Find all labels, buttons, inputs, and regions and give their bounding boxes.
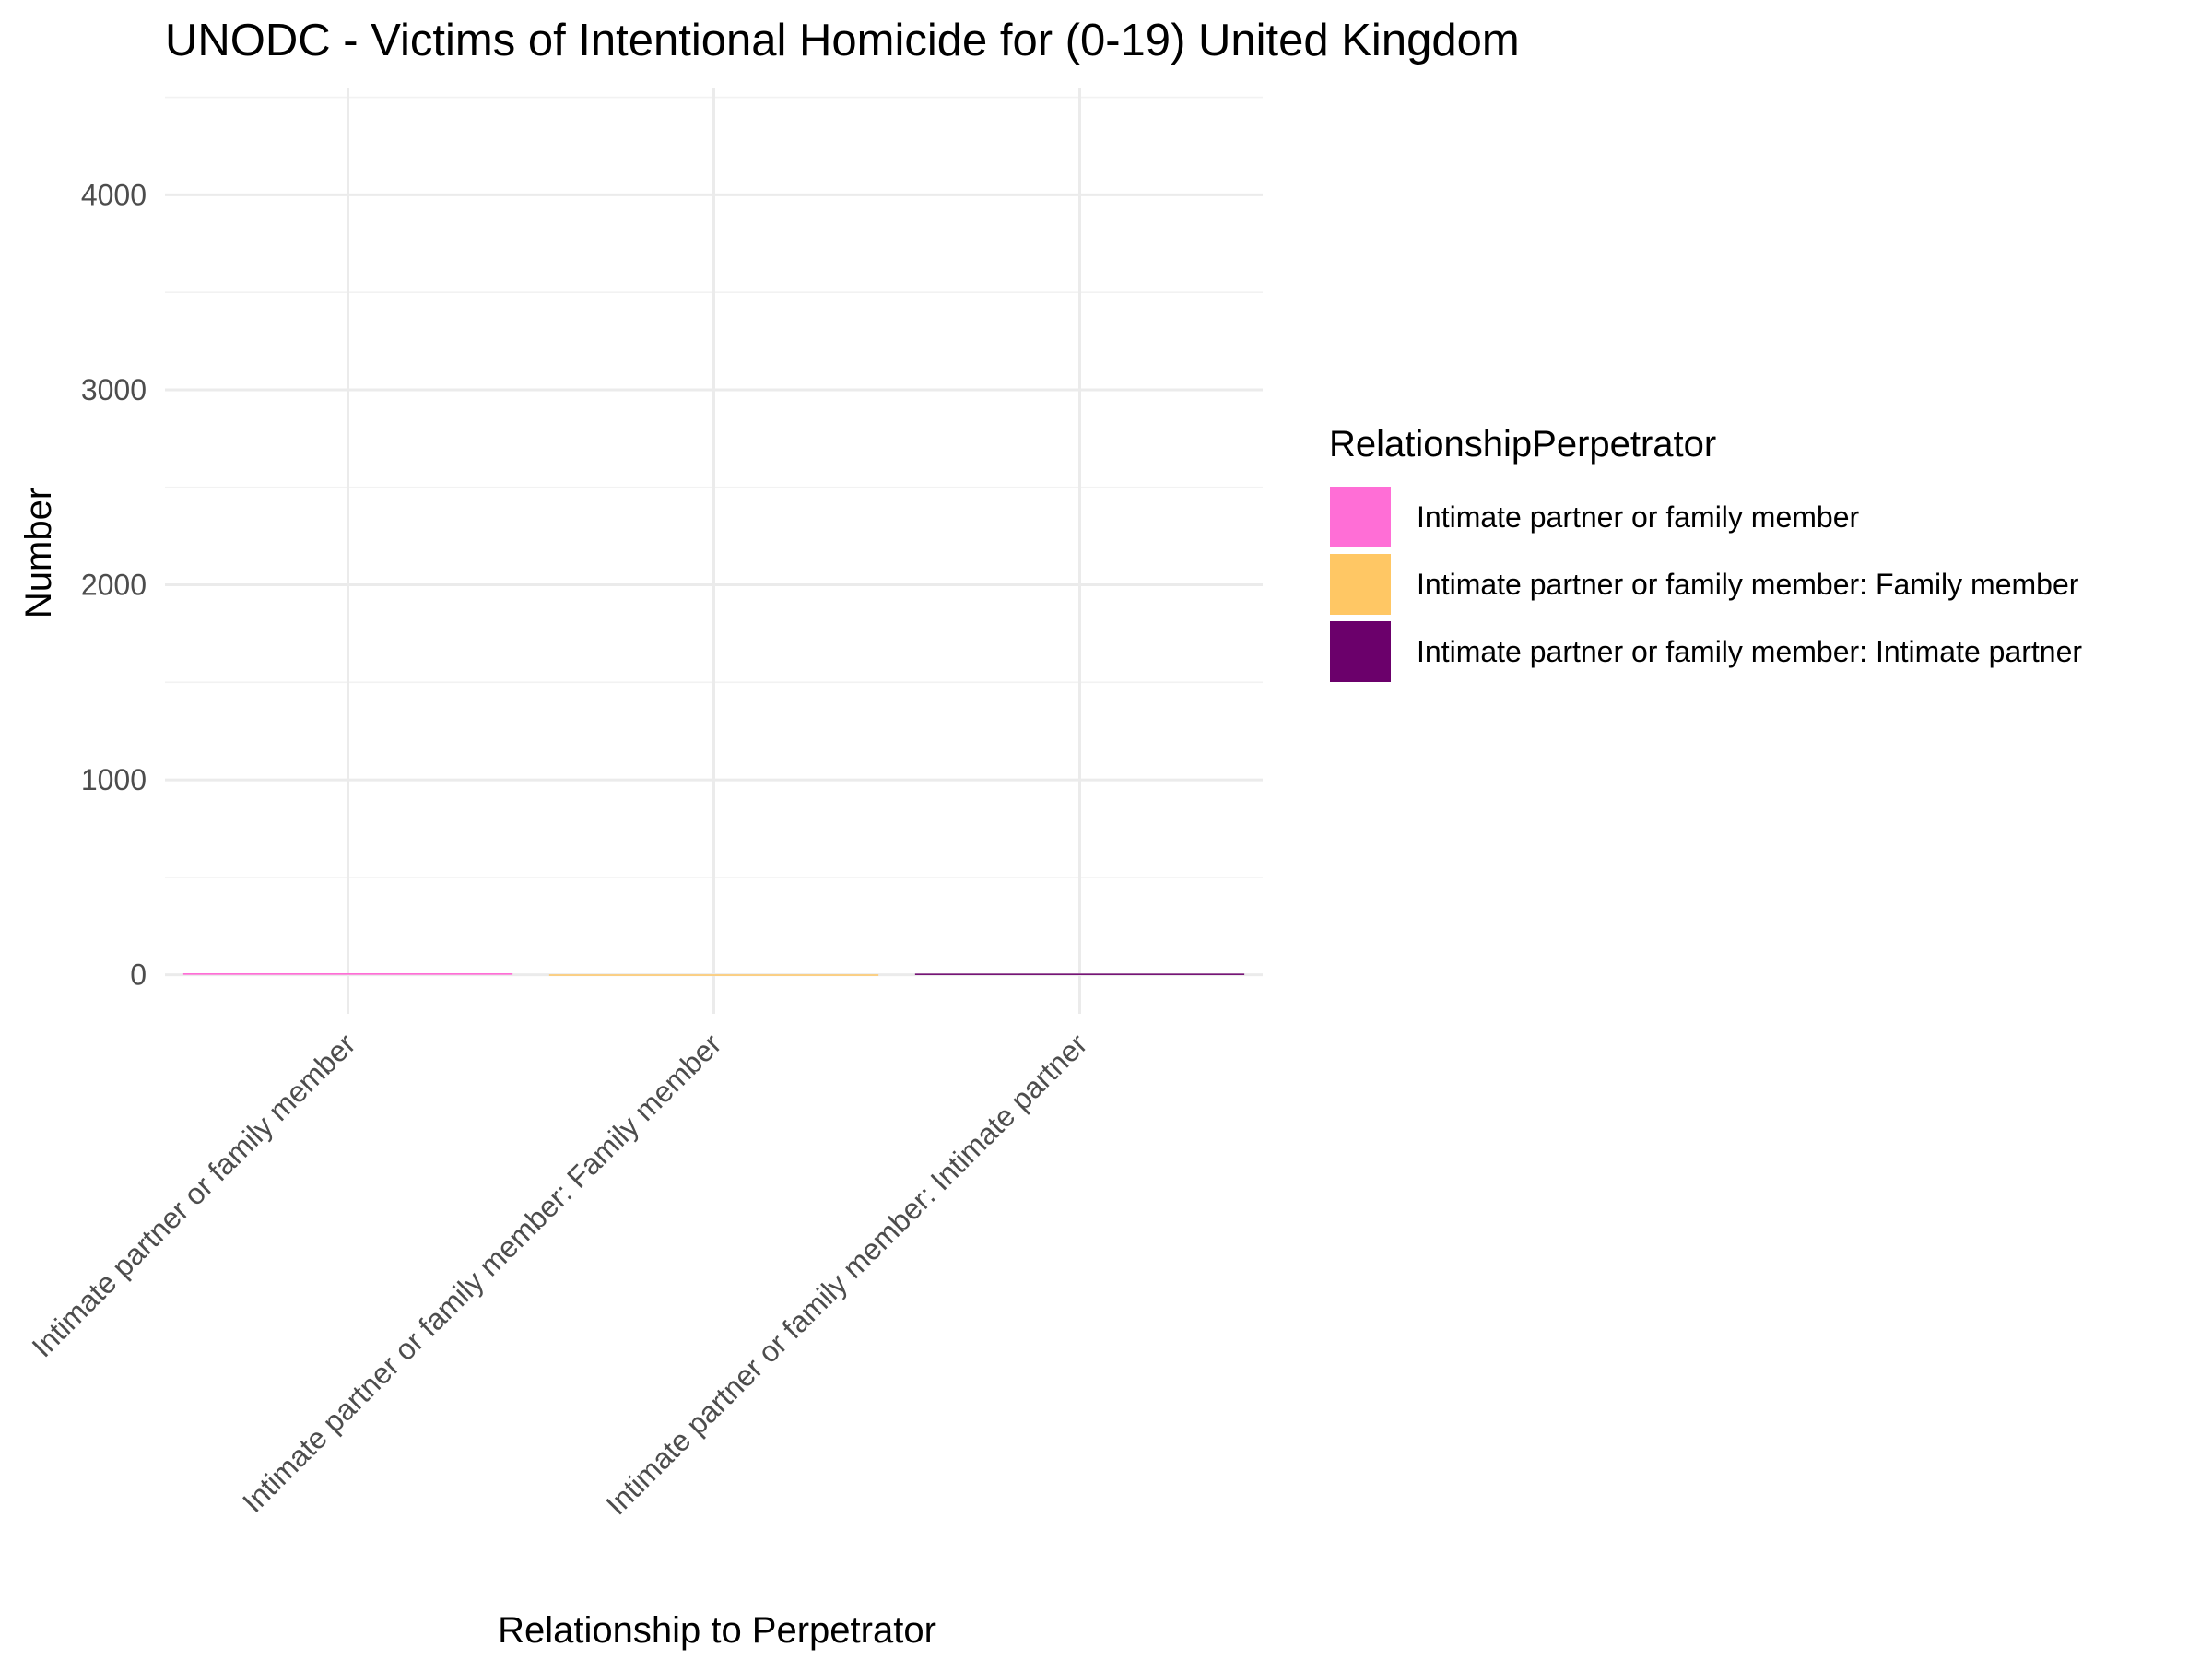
- bar: [914, 973, 1245, 975]
- x-axis-ticks: Intimate partner or family memberIntimat…: [25, 1027, 1093, 1521]
- legend-label: Intimate partner or family member: Intim…: [1417, 635, 2082, 668]
- bars: [182, 972, 1245, 976]
- legend: RelationshipPerpetrator Intimate partner…: [1328, 424, 2082, 684]
- y-tick-label: 1000: [81, 763, 147, 796]
- y-tick-label: 2000: [81, 569, 147, 602]
- bar: [548, 974, 879, 976]
- legend-label: Intimate partner or family member: [1417, 500, 1860, 534]
- y-tick-label: 3000: [81, 373, 147, 406]
- legend-key: [1328, 619, 1393, 684]
- legend-label: Intimate partner or family member: Famil…: [1417, 568, 2079, 601]
- major-gridlines: [165, 88, 1263, 1014]
- legend-items: Intimate partner or family member Intimat…: [1328, 485, 2082, 684]
- y-axis-title: Number: [18, 488, 59, 618]
- x-axis-title: Relationship to Perpetrator: [498, 1610, 936, 1651]
- legend-key: [1328, 485, 1393, 549]
- y-tick-label: 0: [130, 959, 147, 992]
- legend-title: RelationshipPerpetrator: [1329, 424, 1716, 465]
- bar: [182, 972, 513, 975]
- x-tick-label: Intimate partner or family member: [25, 1027, 361, 1363]
- y-axis-ticks: 0 1000 2000 3000 4000: [81, 178, 147, 991]
- legend-key: [1328, 552, 1393, 617]
- chart-title: UNODC - Victims of Intentional Homicide …: [165, 16, 1520, 65]
- y-tick-label: 4000: [81, 178, 147, 211]
